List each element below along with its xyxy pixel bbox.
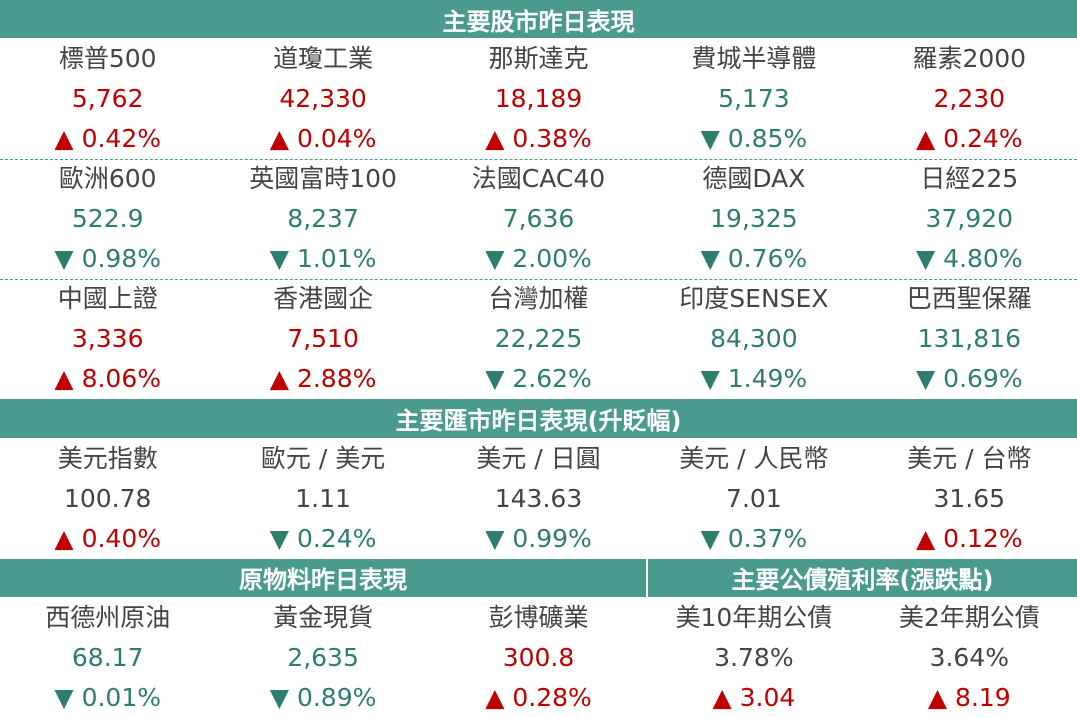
item-name: 法國CAC40 [471,164,606,194]
item-value: 84,300 [710,324,798,354]
item-value: 3.64% [929,643,1009,672]
item-name: 美元 / 日圓 [476,443,601,473]
item-value: 5,762 [71,84,144,114]
item-name: 費城半導體 [691,44,817,74]
item-value: 22,225 [494,324,583,354]
item-change: ▲ 0.04% [269,124,377,154]
item-name: 日經225 [920,164,1019,194]
row-divider [0,159,1077,161]
item-change: ▼ 0.24% [269,523,377,553]
section-header: 原物料昨日表現 [0,558,646,597]
item-change: ▼ 0.85% [700,124,808,154]
item-change: ▼ 0.99% [485,523,592,553]
item-change: ▲ 0.38% [485,124,592,154]
item-name: 美2年期公債 [898,603,1040,632]
item-change: ▲ 0.40% [54,523,161,553]
item-value: 18,189 [494,84,583,114]
item-value: 7,636 [502,204,575,234]
item-value: 42,330 [279,84,367,114]
item-value: 7.01 [726,483,782,513]
item-change: ▼ 1.49% [700,364,808,394]
item-name: 歐元 / 美元 [260,443,386,473]
item-name: 美元 / 人民幣 [679,443,829,473]
item-value: 2,635 [287,643,359,672]
item-value: 3.78% [714,643,794,672]
item-name: 那斯達克 [488,44,589,74]
item-change: ▼ 0.89% [269,683,377,712]
item-value: 1.11 [295,483,351,513]
item-value: 5,173 [718,84,790,114]
item-value: 7,510 [287,324,359,354]
item-name: 美10年期公債 [675,603,833,632]
item-change: ▼ 4.80% [915,244,1023,274]
item-name: 彭博礦業 [488,603,589,632]
item-name: 德國DAX [702,164,806,194]
item-change: ▲ 8.19 [927,683,1011,712]
item-change: ▲ 8.06% [54,364,161,394]
item-name: 巴西聖保羅 [906,284,1032,314]
item-name: 標普500 [58,44,157,74]
item-value: 68.17 [71,643,144,672]
item-change: ▲ 2.88% [269,364,377,394]
item-change: ▼ 2.00% [485,244,592,274]
item-name: 美元指數 [57,443,158,473]
item-change: ▼ 0.76% [700,244,808,274]
item-change: ▲ 0.28% [485,683,592,712]
item-change: ▼ 0.98% [54,244,161,274]
section-header: 主要匯市昨日表現(升貶幅) [0,399,1077,438]
item-name: 黃金現貨 [273,603,374,632]
item-value: 143.63 [494,483,583,513]
item-name: 美元 / 台幣 [907,443,1032,473]
section-header: 主要股市昨日表現 [0,0,1077,39]
item-value: 37,920 [925,204,1014,234]
item-change: ▲ 3.04 [712,683,796,712]
item-name: 西德州原油 [45,603,171,632]
item-value: 2,230 [933,84,1006,114]
item-change: ▼ 0.69% [915,364,1023,394]
item-name: 中國上證 [57,284,158,314]
item-name: 英國富時100 [249,164,397,194]
item-name: 香港國企 [273,284,374,314]
item-name: 台灣加權 [488,284,589,314]
item-name: 道瓊工業 [273,44,374,74]
item-change: ▲ 0.42% [54,124,161,154]
item-change: ▼ 0.01% [54,683,161,712]
item-value: 131,816 [917,324,1021,354]
item-value: 100.78 [63,483,152,513]
item-value: 3,336 [71,324,144,354]
item-name: 羅素2000 [912,44,1027,74]
item-value: 522.9 [71,204,144,234]
section-header: 主要公債殖利率(漲跌點) [648,558,1077,597]
item-value: 31.65 [933,483,1006,513]
item-change: ▼ 1.01% [269,244,377,274]
item-value: 19,325 [710,204,798,234]
item-change: ▼ 2.62% [485,364,592,394]
item-change: ▼ 0.37% [700,523,808,553]
item-value: 300.8 [502,643,575,672]
item-name: 印度SENSEX [679,284,829,314]
item-name: 歐洲600 [58,164,157,194]
item-value: 8,237 [287,204,359,234]
item-change: ▲ 0.12% [915,523,1023,553]
row-divider [0,279,1077,281]
item-change: ▲ 0.24% [915,124,1023,154]
